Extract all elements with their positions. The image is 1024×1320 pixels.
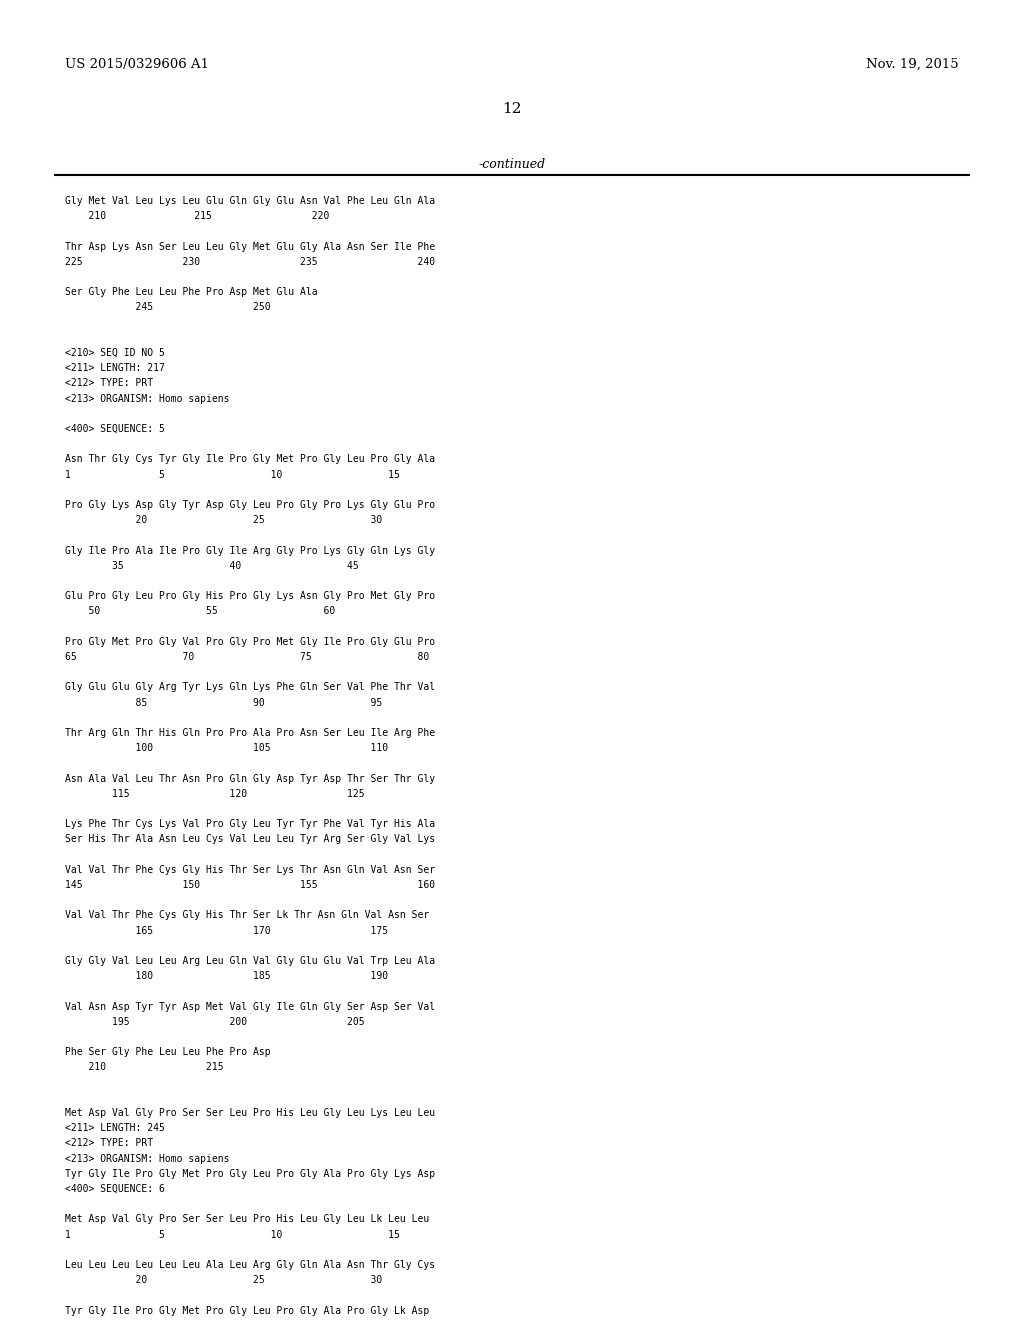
Text: 50                  55                  60: 50 55 60 [65,606,335,616]
Text: <213> ORGANISM: Homo sapiens: <213> ORGANISM: Homo sapiens [65,393,229,404]
Text: 20                  25                  30: 20 25 30 [65,515,382,525]
Text: 20                  25                  30: 20 25 30 [65,1275,382,1286]
Text: Thr Asp Lys Asn Ser Leu Leu Gly Met Glu Gly Ala Asn Ser Ile Phe: Thr Asp Lys Asn Ser Leu Leu Gly Met Glu … [65,242,435,252]
Text: <210> SEQ ID NO 5: <210> SEQ ID NO 5 [65,348,165,358]
Text: 210               215                 220: 210 215 220 [65,211,330,222]
Text: Val Val Thr Phe Cys Gly His Thr Ser Lk Thr Asn Gln Val Asn Ser: Val Val Thr Phe Cys Gly His Thr Ser Lk T… [65,911,429,920]
Text: US 2015/0329606 A1: US 2015/0329606 A1 [65,58,209,71]
Text: Ser His Thr Ala Asn Leu Cys Val Leu Leu Tyr Arg Ser Gly Val Lys: Ser His Thr Ala Asn Leu Cys Val Leu Leu … [65,834,435,845]
Text: Gly Gly Val Leu Leu Arg Leu Gln Val Gly Glu Glu Val Trp Leu Ala: Gly Gly Val Leu Leu Arg Leu Gln Val Gly … [65,956,435,966]
Text: Lys Phe Thr Cys Lys Val Pro Gly Leu Tyr Tyr Phe Val Tyr His Ala: Lys Phe Thr Cys Lys Val Pro Gly Leu Tyr … [65,820,435,829]
Text: Ser Gly Phe Leu Leu Phe Pro Asp Met Glu Ala: Ser Gly Phe Leu Leu Phe Pro Asp Met Glu … [65,288,317,297]
Text: Val Asn Asp Tyr Tyr Asp Met Val Gly Ile Gln Gly Ser Asp Ser Val: Val Asn Asp Tyr Tyr Asp Met Val Gly Ile … [65,1002,435,1011]
Text: 180                 185                 190: 180 185 190 [65,972,388,981]
Text: <400> SEQUENCE: 5: <400> SEQUENCE: 5 [65,424,165,434]
Text: <211> LENGTH: 245: <211> LENGTH: 245 [65,1123,165,1133]
Text: 1               5                  10                  15: 1 5 10 15 [65,1230,400,1239]
Text: 100                 105                 110: 100 105 110 [65,743,388,754]
Text: 165                 170                 175: 165 170 175 [65,925,388,936]
Text: 115                 120                 125: 115 120 125 [65,789,365,799]
Text: Pro Gly Met Pro Gly Val Pro Gly Pro Met Gly Ile Pro Gly Glu Pro: Pro Gly Met Pro Gly Val Pro Gly Pro Met … [65,636,435,647]
Text: <211> LENGTH: 217: <211> LENGTH: 217 [65,363,165,374]
Text: Asn Ala Val Leu Thr Asn Pro Gln Gly Asp Tyr Asp Thr Ser Thr Gly: Asn Ala Val Leu Thr Asn Pro Gln Gly Asp … [65,774,435,784]
Text: Nov. 19, 2015: Nov. 19, 2015 [866,58,959,71]
Text: 35                  40                  45: 35 40 45 [65,561,358,570]
Text: 85                  90                  95: 85 90 95 [65,697,382,708]
Text: Phe Ser Gly Phe Leu Leu Phe Pro Asp: Phe Ser Gly Phe Leu Leu Phe Pro Asp [65,1047,270,1057]
Text: Thr Arg Gln Thr His Gln Pro Pro Ala Pro Asn Ser Leu Ile Arg Phe: Thr Arg Gln Thr His Gln Pro Pro Ala Pro … [65,729,435,738]
Text: Pro Gly Lys Asp Gly Tyr Asp Gly Leu Pro Gly Pro Lys Gly Glu Pro: Pro Gly Lys Asp Gly Tyr Asp Gly Leu Pro … [65,500,435,510]
Text: Tyr Gly Ile Pro Gly Met Pro Gly Leu Pro Gly Ala Pro Gly Lys Asp: Tyr Gly Ile Pro Gly Met Pro Gly Leu Pro … [65,1168,435,1179]
Text: 65                  70                  75                  80: 65 70 75 80 [65,652,429,663]
Text: Val Val Thr Phe Cys Gly His Thr Ser Lys Thr Asn Gln Val Asn Ser: Val Val Thr Phe Cys Gly His Thr Ser Lys … [65,865,435,875]
Text: Asn Thr Gly Cys Tyr Gly Ile Pro Gly Met Pro Gly Leu Pro Gly Ala: Asn Thr Gly Cys Tyr Gly Ile Pro Gly Met … [65,454,435,465]
Text: Gly Glu Glu Gly Arg Tyr Lys Gln Lys Phe Gln Ser Val Phe Thr Val: Gly Glu Glu Gly Arg Tyr Lys Gln Lys Phe … [65,682,435,693]
Text: Glu Pro Gly Leu Pro Gly His Pro Gly Lys Asn Gly Pro Met Gly Pro: Glu Pro Gly Leu Pro Gly His Pro Gly Lys … [65,591,435,601]
Text: Tyr Gly Ile Pro Gly Met Pro Gly Leu Pro Gly Ala Pro Gly Lk Asp: Tyr Gly Ile Pro Gly Met Pro Gly Leu Pro … [65,1305,429,1316]
Text: 145                 150                 155                 160: 145 150 155 160 [65,880,435,890]
Text: 210                 215: 210 215 [65,1063,223,1072]
Text: Gly Met Val Leu Lys Leu Glu Gln Gly Glu Asn Val Phe Leu Gln Ala: Gly Met Val Leu Lys Leu Glu Gln Gly Glu … [65,195,435,206]
Text: <400> SEQUENCE: 6: <400> SEQUENCE: 6 [65,1184,165,1195]
Text: <213> ORGANISM: Homo sapiens: <213> ORGANISM: Homo sapiens [65,1154,229,1164]
Text: -continued: -continued [478,158,546,172]
Text: 1               5                  10                  15: 1 5 10 15 [65,470,400,479]
Text: 245                 250: 245 250 [65,302,270,313]
Text: 225                 230                 235                 240: 225 230 235 240 [65,257,435,267]
Text: 195                 200                 205: 195 200 205 [65,1016,365,1027]
Text: Gly Ile Pro Ala Ile Pro Gly Ile Arg Gly Pro Lys Gly Gln Lys Gly: Gly Ile Pro Ala Ile Pro Gly Ile Arg Gly … [65,545,435,556]
Text: 12: 12 [502,102,522,116]
Text: Leu Leu Leu Leu Leu Leu Ala Leu Arg Gly Gln Ala Asn Thr Gly Cys: Leu Leu Leu Leu Leu Leu Ala Leu Arg Gly … [65,1261,435,1270]
Text: <212> TYPE: PRT: <212> TYPE: PRT [65,379,154,388]
Text: <212> TYPE: PRT: <212> TYPE: PRT [65,1138,154,1148]
Text: Met Asp Val Gly Pro Ser Ser Leu Pro His Leu Gly Leu Lys Leu Leu: Met Asp Val Gly Pro Ser Ser Leu Pro His … [65,1107,435,1118]
Text: Met Asp Val Gly Pro Ser Ser Leu Pro His Leu Gly Leu Lk Leu Leu: Met Asp Val Gly Pro Ser Ser Leu Pro His … [65,1214,429,1225]
